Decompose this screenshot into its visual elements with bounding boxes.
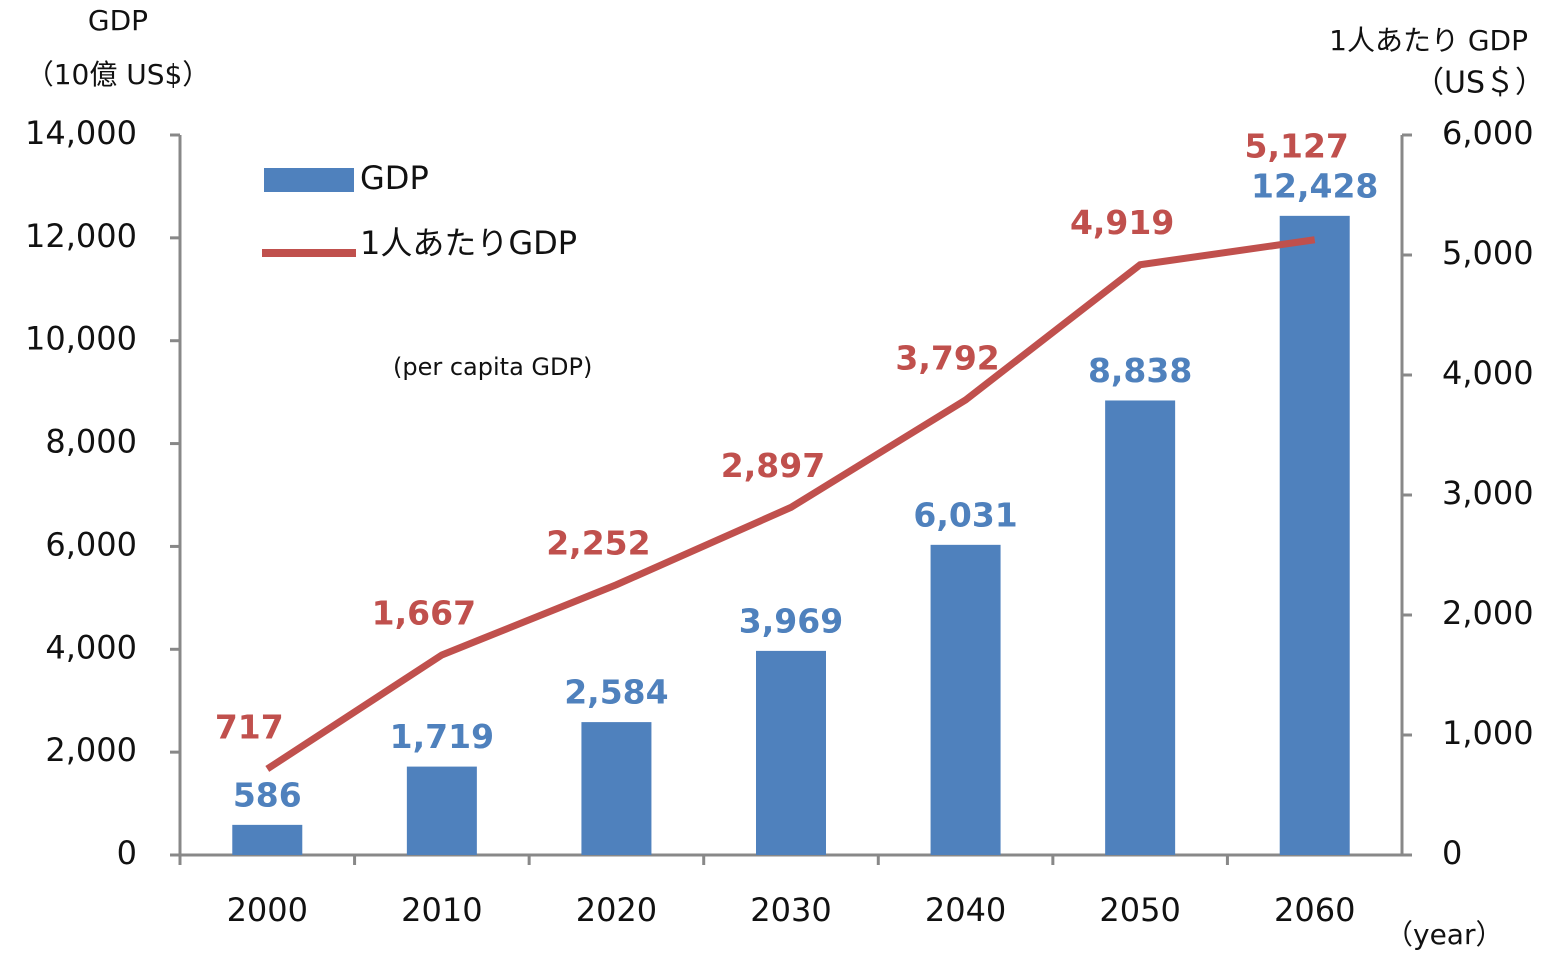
line-value-label: 1,667 — [372, 593, 476, 632]
y2-tick-label: 6,000 — [1442, 114, 1534, 152]
y-axis-unit: （10億 US$） — [26, 58, 211, 91]
bar — [1279, 215, 1350, 856]
y-tick-label: 2,000 — [45, 731, 137, 769]
y-tick-label: 4,000 — [45, 628, 137, 666]
x-tick-label: 2030 — [750, 891, 831, 929]
bar-value-label: 2,584 — [564, 673, 668, 712]
y2-tick-label: 4,000 — [1442, 354, 1534, 392]
y2-tick-label: 5,000 — [1442, 234, 1534, 272]
y-axis-label: GDP — [88, 4, 148, 37]
y-tick-label: 12,000 — [25, 217, 137, 255]
y2-axis-unit: （US＄） — [1414, 66, 1545, 101]
line-value-label: 717 — [215, 707, 284, 746]
bar — [581, 722, 652, 855]
x-tick-label: 2040 — [925, 891, 1006, 929]
legend-swatch-bar — [264, 168, 354, 192]
legend-label: GDP — [360, 159, 429, 197]
bar — [1105, 400, 1176, 855]
line-value-label: 4,919 — [1070, 203, 1174, 242]
x-axis-label: （year） — [1385, 918, 1503, 951]
x-tick-label: 2000 — [227, 891, 308, 929]
line-value-label: 3,792 — [895, 338, 999, 377]
y-tick-label: 8,000 — [45, 423, 137, 461]
annotation: (per capita GDP) — [393, 353, 592, 381]
y2-axis-label: 1人あたり GDP — [1329, 24, 1528, 57]
y-tick-label: 10,000 — [25, 320, 137, 358]
x-tick-label: 2020 — [576, 891, 657, 929]
bar-value-label: 1,719 — [390, 717, 494, 756]
y2-tick-label: 2,000 — [1442, 594, 1534, 632]
bar-value-label: 8,838 — [1088, 351, 1192, 390]
line-value-label: 2,252 — [546, 523, 650, 562]
bar-value-label: 586 — [233, 775, 302, 814]
y2-tick-label: 0 — [1442, 834, 1462, 872]
y-tick-label: 6,000 — [45, 525, 137, 563]
y2-tick-label: 3,000 — [1442, 474, 1534, 512]
x-tick-label: 2050 — [1099, 891, 1180, 929]
bar-value-label: 6,031 — [913, 495, 1017, 534]
line-value-label: 5,127 — [1245, 126, 1349, 165]
bar — [406, 766, 477, 855]
bar-value-label: 3,969 — [739, 601, 843, 640]
bar — [756, 650, 826, 855]
y2-tick-label: 1,000 — [1442, 714, 1534, 752]
bar — [930, 544, 1001, 855]
line-value-label: 2,897 — [721, 446, 825, 485]
y-tick-label: 0 — [117, 834, 137, 872]
x-tick-label: 2060 — [1274, 891, 1355, 929]
bar-value-label: 12,428 — [1251, 166, 1378, 205]
line — [265, 236, 1316, 772]
x-tick-label: 2010 — [401, 891, 482, 929]
bar — [232, 824, 303, 855]
y-tick-label: 14,000 — [25, 114, 137, 152]
legend-label: 1人あたりGDP — [360, 224, 577, 262]
